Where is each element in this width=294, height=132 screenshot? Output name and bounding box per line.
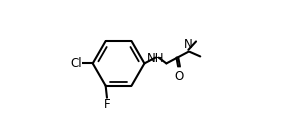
Text: Cl: Cl <box>70 57 82 70</box>
Text: N: N <box>184 38 193 51</box>
Text: NH: NH <box>147 52 164 65</box>
Text: O: O <box>174 70 184 83</box>
Text: F: F <box>103 98 110 111</box>
